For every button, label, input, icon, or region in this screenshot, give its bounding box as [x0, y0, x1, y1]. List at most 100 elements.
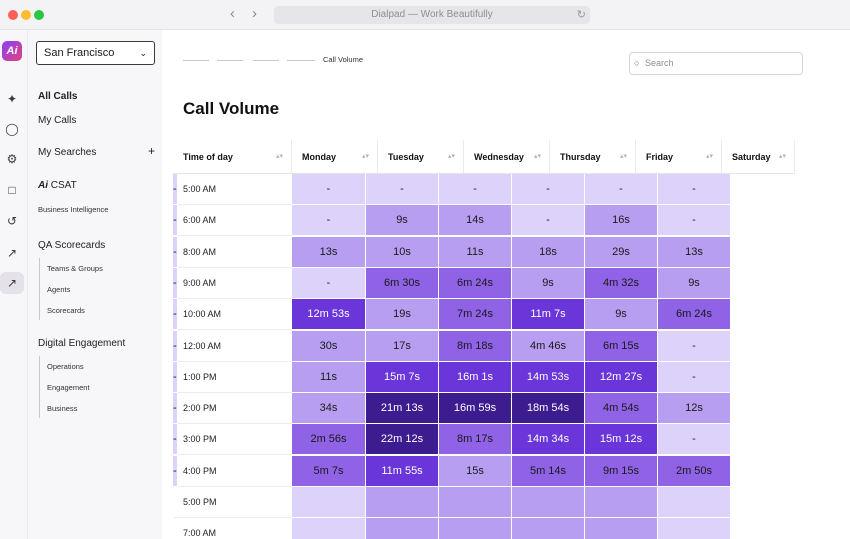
- nav-digital-engagement[interactable]: Digital Engagement: [38, 338, 126, 349]
- call-volume-cell[interactable]: 21m 13s: [366, 393, 439, 425]
- minimize-window-button[interactable]: [21, 10, 31, 20]
- call-volume-cell[interactable]: -: [173, 455, 178, 487]
- call-volume-cell[interactable]: [366, 518, 439, 539]
- call-volume-cell[interactable]: 4m 54s: [585, 393, 658, 425]
- sort-icon[interactable]: ▴▾: [275, 153, 283, 160]
- gear-icon[interactable]: ⚙: [6, 152, 18, 166]
- address-bar[interactable]: Dialpad — Work Beautifully ↻: [274, 6, 590, 24]
- call-volume-cell[interactable]: 14s: [439, 205, 512, 237]
- history-icon[interactable]: ↺: [6, 214, 18, 228]
- call-volume-cell[interactable]: 19s: [366, 299, 439, 331]
- nav-operations[interactable]: Operations: [47, 362, 84, 371]
- call-volume-cell[interactable]: 9s: [585, 299, 658, 331]
- location-select[interactable]: San Francisco ⌄: [36, 41, 155, 65]
- sort-icon[interactable]: ▴▾: [447, 153, 455, 160]
- column-header[interactable]: Wednesday ▴▾: [464, 140, 550, 174]
- call-volume-cell[interactable]: -: [658, 174, 731, 205]
- nav-agents[interactable]: Agents: [47, 285, 71, 294]
- call-volume-cell[interactable]: [292, 487, 366, 518]
- close-window-button[interactable]: [8, 10, 18, 20]
- call-volume-cell[interactable]: 22m 12s: [366, 424, 439, 456]
- call-volume-cell[interactable]: 11s: [439, 236, 512, 268]
- call-volume-cell[interactable]: -: [439, 174, 512, 205]
- sort-icon[interactable]: ▴▾: [619, 153, 627, 160]
- sort-icon[interactable]: ▴▾: [361, 153, 369, 160]
- sort-icon[interactable]: ▴▾: [533, 153, 541, 160]
- call-volume-cell[interactable]: 6m 30s: [366, 267, 439, 299]
- sort-icon[interactable]: ▴▾: [778, 153, 786, 160]
- trend-icon[interactable]: ↗: [6, 246, 18, 260]
- call-volume-cell[interactable]: 14m 34s: [512, 424, 585, 456]
- call-volume-cell[interactable]: 30s: [292, 330, 366, 362]
- call-volume-cell[interactable]: -: [173, 424, 178, 456]
- call-volume-cell[interactable]: [512, 487, 585, 518]
- user-icon[interactable]: ◯: [5, 122, 19, 136]
- call-volume-cell[interactable]: 9m 15s: [585, 455, 658, 487]
- call-volume-cell[interactable]: -: [173, 299, 178, 331]
- building-icon[interactable]: □: [8, 183, 16, 197]
- call-volume-cell[interactable]: 8m 17s: [439, 424, 512, 456]
- column-header[interactable]: Tuesday ▴▾: [378, 140, 464, 174]
- call-volume-cell[interactable]: 34s: [292, 393, 366, 425]
- column-header[interactable]: Friday ▴▾: [636, 140, 722, 174]
- call-volume-cell[interactable]: -: [173, 236, 178, 268]
- search-input[interactable]: ○ Search: [629, 52, 803, 75]
- breadcrumb-placeholder[interactable]: [217, 60, 243, 61]
- call-volume-cell[interactable]: 2m 56s: [292, 424, 366, 456]
- nav-business-intelligence[interactable]: Business Intelligence: [38, 205, 109, 214]
- call-volume-cell[interactable]: [439, 487, 512, 518]
- call-volume-cell[interactable]: 5m 7s: [292, 455, 366, 487]
- nav-business[interactable]: Business: [47, 404, 78, 413]
- call-volume-cell[interactable]: 4m 32s: [585, 267, 658, 299]
- nav-all-calls[interactable]: All Calls: [38, 91, 78, 102]
- analytics-icon[interactable]: ↗: [0, 272, 24, 294]
- nav-my-calls[interactable]: My Calls: [38, 115, 77, 126]
- call-volume-cell[interactable]: [173, 487, 174, 518]
- call-volume-cell[interactable]: [439, 518, 512, 539]
- call-volume-cell[interactable]: [292, 518, 366, 539]
- call-volume-cell[interactable]: [512, 518, 585, 539]
- sparkle-icon[interactable]: ✦: [6, 92, 18, 106]
- call-volume-cell[interactable]: 6m 24s: [439, 267, 512, 299]
- forward-arrow-icon[interactable]: ›: [252, 5, 257, 22]
- call-volume-cell[interactable]: 14m 53s: [512, 361, 585, 393]
- call-volume-cell[interactable]: -: [658, 424, 731, 456]
- call-volume-cell[interactable]: 12m 53s: [292, 299, 366, 331]
- column-header[interactable]: Monday ▴▾: [292, 140, 378, 174]
- call-volume-cell[interactable]: 9s: [366, 205, 439, 237]
- call-volume-cell[interactable]: 4m 46s: [512, 330, 585, 362]
- breadcrumb-placeholder[interactable]: [287, 60, 315, 61]
- call-volume-cell[interactable]: 15m 7s: [366, 361, 439, 393]
- call-volume-cell[interactable]: -: [366, 174, 439, 205]
- nav-qa-scorecards[interactable]: QA Scorecards: [38, 240, 106, 251]
- call-volume-cell[interactable]: 7m 24s: [439, 299, 512, 331]
- call-volume-cell[interactable]: [173, 518, 174, 539]
- call-volume-cell[interactable]: [366, 487, 439, 518]
- call-volume-cell[interactable]: -: [292, 205, 366, 237]
- back-arrow-icon[interactable]: ‹: [230, 5, 235, 22]
- call-volume-cell[interactable]: -: [292, 267, 366, 299]
- nav-my-searches[interactable]: My Searches: [38, 147, 97, 158]
- call-volume-cell[interactable]: -: [658, 205, 731, 237]
- call-volume-cell[interactable]: 16m 59s: [439, 393, 512, 425]
- nav-csat[interactable]: Ai CSAT: [38, 180, 77, 191]
- sort-icon[interactable]: ▴▾: [705, 153, 713, 160]
- call-volume-cell[interactable]: 18s: [512, 236, 585, 268]
- breadcrumb-placeholder[interactable]: [183, 60, 209, 61]
- column-header[interactable]: Time of day ▴▾: [173, 140, 292, 174]
- call-volume-cell[interactable]: [658, 518, 731, 539]
- call-volume-cell[interactable]: 6m 15s: [585, 330, 658, 362]
- call-volume-cell[interactable]: 2m 50s: [658, 455, 731, 487]
- call-volume-cell[interactable]: -: [512, 174, 585, 205]
- call-volume-cell[interactable]: -: [585, 174, 658, 205]
- call-volume-cell[interactable]: 11m 7s: [512, 299, 585, 331]
- call-volume-cell[interactable]: -: [292, 174, 366, 205]
- call-volume-cell[interactable]: 13s: [658, 236, 731, 268]
- call-volume-cell[interactable]: 13s: [292, 236, 366, 268]
- call-volume-cell[interactable]: -: [658, 330, 731, 362]
- nav-engagement[interactable]: Engagement: [47, 383, 90, 392]
- call-volume-cell[interactable]: 9s: [658, 267, 731, 299]
- call-volume-cell[interactable]: -: [173, 393, 178, 425]
- call-volume-cell[interactable]: 8m 18s: [439, 330, 512, 362]
- call-volume-cell[interactable]: 16m 1s: [439, 361, 512, 393]
